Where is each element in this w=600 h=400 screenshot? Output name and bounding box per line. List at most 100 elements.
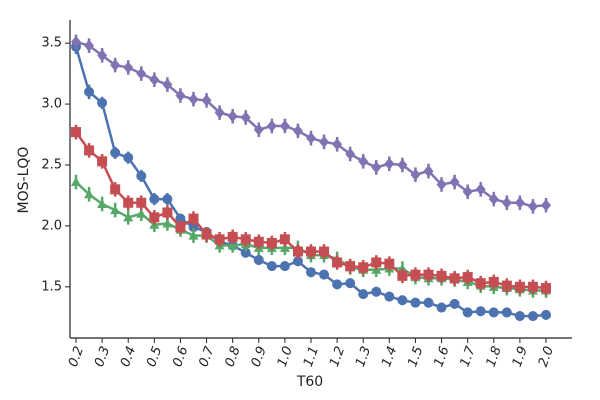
point (423, 297, 434, 308)
point (188, 230, 199, 240)
point (175, 89, 186, 102)
point (292, 256, 303, 267)
point (541, 309, 551, 320)
point (266, 261, 277, 272)
y-tick-label: 3.5 (41, 36, 62, 51)
point (319, 269, 330, 280)
point (188, 222, 199, 233)
point (279, 242, 290, 252)
point (227, 240, 238, 250)
point (71, 127, 81, 138)
y-axis-label: MOS-LQO (16, 147, 32, 214)
point (201, 94, 212, 107)
point (514, 311, 525, 322)
point (149, 194, 160, 205)
point (527, 281, 538, 292)
point (279, 261, 290, 272)
point (266, 120, 277, 132)
point (397, 158, 408, 171)
x-tick-label: 1.5 (405, 344, 426, 369)
point (175, 213, 186, 224)
point (332, 138, 343, 151)
point (462, 185, 473, 198)
point (201, 229, 212, 240)
point (123, 61, 134, 74)
point (162, 78, 173, 91)
point (436, 302, 447, 313)
point (136, 197, 147, 208)
point (136, 170, 147, 181)
point (123, 212, 134, 222)
x-tick-label: 0.6 (170, 344, 191, 369)
point (97, 198, 108, 208)
point (84, 86, 95, 97)
point (397, 295, 408, 306)
point (397, 270, 408, 281)
point (214, 234, 225, 245)
point (345, 278, 356, 289)
series-line (74, 131, 547, 290)
point (462, 272, 473, 283)
point (292, 124, 303, 137)
point (371, 257, 382, 268)
y-tick-label: 3.0 (41, 97, 62, 112)
point (449, 298, 460, 309)
point (162, 218, 173, 228)
point (175, 222, 186, 233)
point (253, 236, 264, 247)
point (123, 197, 134, 208)
point (462, 307, 473, 318)
point (541, 199, 551, 212)
x-tick-label: 0.4 (118, 344, 139, 369)
point (123, 152, 134, 163)
point (371, 286, 382, 297)
point (423, 165, 434, 178)
point (527, 311, 538, 322)
point (240, 111, 251, 124)
point (253, 255, 264, 266)
point (488, 193, 499, 206)
point (306, 267, 316, 278)
point (253, 123, 264, 136)
point (475, 183, 486, 196)
point (449, 176, 460, 189)
point (514, 281, 525, 292)
point (501, 196, 512, 209)
x-tick-label: 2.0 (536, 344, 557, 369)
point (541, 283, 551, 294)
x-tick-label: 1.0 (275, 344, 296, 369)
point (306, 246, 316, 257)
point (423, 269, 434, 280)
point (240, 234, 251, 245)
x-tick-label: 1.1 (301, 344, 322, 369)
point (384, 157, 395, 170)
point (110, 147, 121, 158)
point (110, 184, 121, 195)
x-tick-label: 1.8 (484, 344, 505, 369)
point (71, 35, 81, 48)
point (136, 208, 147, 218)
series-line (75, 40, 547, 208)
x-tick-label: 0.2 (66, 344, 87, 369)
x-tick-label: 0.9 (249, 344, 270, 369)
point (319, 246, 330, 257)
point (501, 307, 512, 318)
point (371, 161, 382, 174)
point (358, 262, 369, 273)
x-axis-label: T60 (296, 374, 323, 390)
point (384, 291, 395, 302)
point (84, 145, 95, 156)
point (488, 276, 499, 287)
point (475, 306, 486, 317)
point (410, 297, 421, 308)
x-tick-label: 0.5 (144, 344, 165, 369)
point (475, 278, 486, 289)
point (397, 263, 408, 273)
point (384, 258, 395, 269)
point (71, 177, 81, 187)
point (332, 279, 343, 290)
point (345, 148, 356, 161)
point (240, 247, 251, 258)
point (501, 280, 512, 291)
